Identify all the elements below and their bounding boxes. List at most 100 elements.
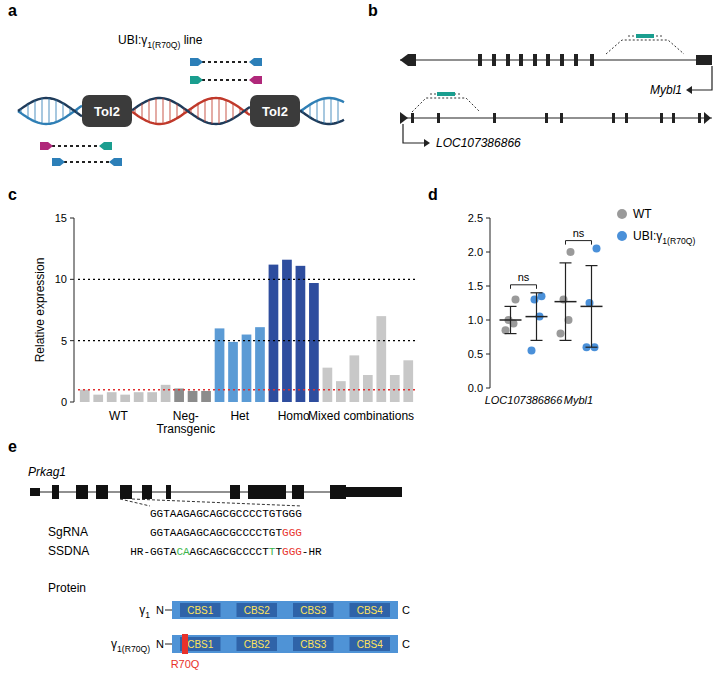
point xyxy=(512,296,520,304)
exon xyxy=(519,54,523,66)
primer xyxy=(190,76,203,84)
sequence-segment: -HR xyxy=(302,546,322,558)
y-tick xyxy=(486,388,490,389)
y-tick-label: 2.0 xyxy=(468,246,483,258)
dna-rung xyxy=(316,101,317,121)
exon xyxy=(660,113,663,123)
x-tick-label: Het xyxy=(230,409,249,423)
gene-name: Prkag1 xyxy=(28,465,66,479)
primer xyxy=(249,76,262,84)
cbs-domain xyxy=(237,637,278,651)
cbs-domain xyxy=(293,637,334,651)
domain-label: CBS2 xyxy=(244,639,271,650)
cbs-domain xyxy=(180,603,221,617)
dna-rung xyxy=(337,100,338,123)
bar xyxy=(269,265,279,402)
cbs-domain xyxy=(237,603,278,617)
exon xyxy=(590,54,594,66)
exon xyxy=(411,113,414,123)
point xyxy=(560,296,568,304)
error-bar xyxy=(536,293,537,341)
bar xyxy=(242,335,252,402)
primer xyxy=(249,58,262,66)
point xyxy=(567,248,575,256)
error-cap xyxy=(560,262,572,263)
primer xyxy=(52,158,65,166)
label: UBI:γ1(R70Q) line xyxy=(118,33,203,50)
panel-label: d xyxy=(428,186,438,203)
label-subscript: 1(R70Q) xyxy=(147,40,180,50)
exon xyxy=(166,485,171,499)
point xyxy=(557,330,565,338)
bar xyxy=(296,266,306,402)
x-tick-label: Mybl1 xyxy=(564,394,593,406)
y-axis-label: Relative expression xyxy=(33,258,47,363)
y-tick xyxy=(70,218,74,219)
gene-track xyxy=(400,117,712,118)
cbs-domain xyxy=(293,603,334,617)
exon xyxy=(672,113,675,123)
error-cap xyxy=(586,347,598,348)
protein-line xyxy=(165,610,172,611)
exon xyxy=(120,485,132,499)
bar xyxy=(147,392,157,402)
domain-label: CBS1 xyxy=(187,639,214,650)
error-cap xyxy=(505,333,517,334)
bar xyxy=(390,375,400,402)
marks xyxy=(500,245,603,355)
legend-marker xyxy=(617,209,627,219)
gene-track xyxy=(400,59,712,60)
dna-rung xyxy=(41,98,42,123)
y-axis xyxy=(490,218,491,388)
label: γ1(R70Q) xyxy=(111,637,150,654)
x-tick-label: Mixed combinations xyxy=(308,409,414,423)
tss-arrowhead xyxy=(424,139,430,147)
dna-rung xyxy=(34,100,35,121)
dna-rung xyxy=(55,100,56,122)
dna-rung xyxy=(176,104,177,118)
sequence: GGTAAGAGCAGCGCCCCTGTGGG xyxy=(150,508,302,520)
exon xyxy=(230,485,240,499)
exon xyxy=(560,113,563,123)
label-subscript: 1(R70Q) xyxy=(117,644,150,654)
cbs-domain xyxy=(350,603,391,617)
tss-arrowhead xyxy=(686,86,692,94)
bar xyxy=(120,395,130,402)
bar xyxy=(309,283,319,402)
dna-rung xyxy=(323,99,324,124)
sequence-segment: HR-GGTA xyxy=(130,546,177,558)
cbs-domain xyxy=(350,637,391,651)
annotation: ns xyxy=(573,227,585,239)
error-cap xyxy=(531,340,543,341)
reference-line xyxy=(78,279,415,280)
domain-label: CBS1 xyxy=(187,605,214,616)
error-bar xyxy=(591,266,592,348)
dna-rung xyxy=(148,100,149,122)
exon xyxy=(546,54,550,66)
bar xyxy=(363,375,373,402)
label-line: Transgenic xyxy=(156,422,215,436)
sequence-segment: AGCAGCGCCCCT xyxy=(190,546,270,558)
dna-rung xyxy=(190,109,191,114)
dna-rung xyxy=(330,98,331,124)
dna-rung xyxy=(239,108,240,114)
dna-strand xyxy=(132,98,250,124)
label: WT xyxy=(633,207,652,221)
y-tick xyxy=(486,354,490,355)
bar xyxy=(134,392,144,402)
error-bar xyxy=(510,306,511,333)
protein-label: Protein xyxy=(48,581,86,595)
exon xyxy=(492,54,496,66)
y-tick xyxy=(486,252,490,253)
y-tick-label: 0 xyxy=(61,396,67,408)
primer xyxy=(190,58,203,66)
inset xyxy=(606,40,684,54)
tol2-box xyxy=(250,95,300,127)
terminus: N xyxy=(156,604,164,616)
exon xyxy=(346,487,402,497)
sequence-segment: GGTAAGAGCAGCGCCCCTGT xyxy=(150,527,282,539)
bars xyxy=(78,260,415,402)
protein-bar xyxy=(172,601,398,619)
bar xyxy=(201,391,211,402)
panel-b: Mybl1LOC107386866 xyxy=(400,34,712,150)
